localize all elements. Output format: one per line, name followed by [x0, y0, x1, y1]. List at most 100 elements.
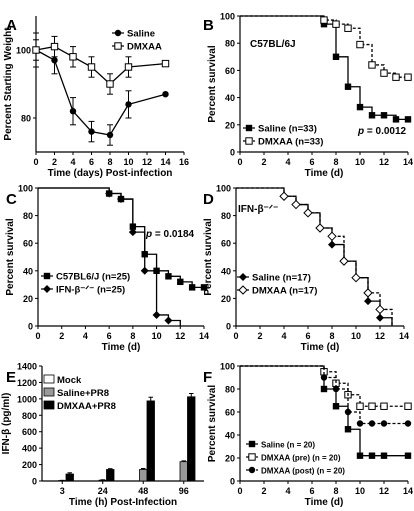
data-point	[380, 69, 388, 77]
y-tick-label: 0	[230, 148, 235, 158]
x-tick-label: 8	[333, 157, 338, 167]
y-tick-label: 40	[221, 266, 231, 276]
panel-B: B 0 20 40 60 80 100 Percent survival Time (d) 0 2 4…	[203, 12, 413, 180]
legend-label: Saline	[127, 29, 155, 40]
x-tick-label: 0	[35, 331, 40, 341]
bar	[146, 400, 155, 482]
x-tick-label: 10	[351, 331, 361, 341]
data-point	[344, 408, 352, 416]
legend-marker	[238, 285, 248, 295]
legend-label: DMXAA (post) (n = 20)	[261, 467, 345, 476]
x-tick-label: 12	[142, 157, 152, 167]
data-point	[32, 46, 40, 54]
x-axis-label: Time (d)	[102, 342, 141, 353]
x-tick-label: 6	[309, 486, 314, 496]
data-point	[356, 402, 364, 410]
y-axis-label: Percent survival	[5, 218, 16, 295]
y-tick-label: 100	[216, 184, 231, 194]
data-point	[380, 452, 388, 459]
panel-F: F 0 20 40 60 80 100 Percent survival Time (d) 0 2 4…	[203, 362, 413, 509]
legend-swatch	[43, 387, 55, 397]
x-tick-label: 12	[379, 486, 389, 496]
y-tick-label: 80	[225, 39, 235, 49]
legend-label: C57BL6/J (n=25)	[56, 272, 130, 283]
data-point	[368, 452, 376, 459]
panel-letter: E	[6, 369, 16, 386]
data-point	[356, 420, 364, 427]
series-line	[240, 15, 408, 78]
data-point	[404, 452, 412, 459]
data-point	[117, 195, 125, 204]
data-point	[161, 59, 170, 68]
x-axis-label: Time (days) Post-infection	[48, 168, 173, 179]
data-point	[328, 240, 336, 249]
x-tick-label: 0	[33, 157, 38, 167]
data-point	[404, 116, 412, 123]
data-point	[404, 73, 412, 81]
y-tick-label: 40	[23, 266, 33, 276]
data-point	[320, 385, 328, 393]
data-point	[375, 304, 385, 315]
y-axis-label: IFN-β (pg/ml)	[1, 393, 12, 455]
x-tick-label: 14	[403, 486, 413, 496]
data-point	[392, 73, 400, 81]
bar	[187, 396, 196, 482]
y-tick-label: 1400	[17, 362, 37, 372]
data-point	[363, 288, 373, 298]
y-tick-label: 1200	[17, 378, 37, 388]
data-point	[332, 53, 340, 60]
data-point	[356, 40, 364, 49]
x-tick-label: 14	[199, 331, 209, 341]
data-point	[69, 53, 77, 61]
data-point	[339, 256, 349, 266]
data-point	[106, 80, 114, 88]
series-1	[236, 187, 393, 326]
panel-letter: D	[203, 191, 214, 208]
x-tick-label: 0	[237, 157, 242, 167]
data-point	[356, 103, 364, 111]
data-point	[50, 42, 59, 51]
data-point	[380, 420, 388, 427]
bar	[106, 469, 115, 482]
series-1	[38, 187, 181, 326]
y-tick-label: 20	[23, 294, 33, 304]
data-point	[125, 101, 132, 108]
x-tick-label: 10	[152, 331, 162, 341]
panel-C: C 0 20 40 60 80 100 Percent survival Time (d) 0 2 4…	[5, 184, 209, 354]
x-tick-label: 6	[89, 157, 94, 167]
data-point	[356, 452, 364, 459]
series-2	[240, 365, 412, 427]
x-tick-label: 2	[257, 331, 262, 341]
x-tick-label: 24	[98, 486, 108, 496]
y-tick-label: 80	[221, 211, 231, 221]
y-tick-label: 0	[230, 477, 235, 487]
series-line	[236, 187, 393, 326]
data-point	[344, 24, 352, 32]
legend-marker	[248, 453, 256, 461]
y-tick-label: 80	[225, 385, 235, 395]
y-axis-label: Percent Starting Weight	[3, 27, 14, 141]
x-axis-label: Time (d)	[301, 342, 340, 353]
legend-label: DMXAA (pre) (n = 20)	[261, 454, 341, 463]
data-point	[344, 426, 352, 433]
y-tick-label: 100	[220, 12, 235, 22]
y-tick-label: 80	[23, 211, 33, 221]
strain-label: C57BL/6J	[250, 39, 296, 50]
x-tick-label: 14	[399, 331, 409, 341]
legend-label: IFN-β⁻ᐟ⁻ (n=25)	[56, 285, 125, 296]
p-value: p = 0.0184	[145, 229, 195, 240]
data-point	[320, 16, 328, 24]
legend-label: Mock	[57, 375, 82, 386]
data-point	[164, 316, 173, 325]
data-point	[380, 112, 388, 119]
data-point	[332, 20, 340, 28]
legend-marker	[248, 440, 256, 448]
y-tick-label: 60	[23, 239, 33, 249]
data-point	[315, 223, 325, 233]
data-point	[140, 266, 149, 275]
y-tick-label: 100	[18, 184, 33, 194]
x-tick-label: 8	[333, 486, 338, 496]
y-axis-label: Percent survival	[207, 385, 218, 462]
bar	[65, 473, 74, 482]
